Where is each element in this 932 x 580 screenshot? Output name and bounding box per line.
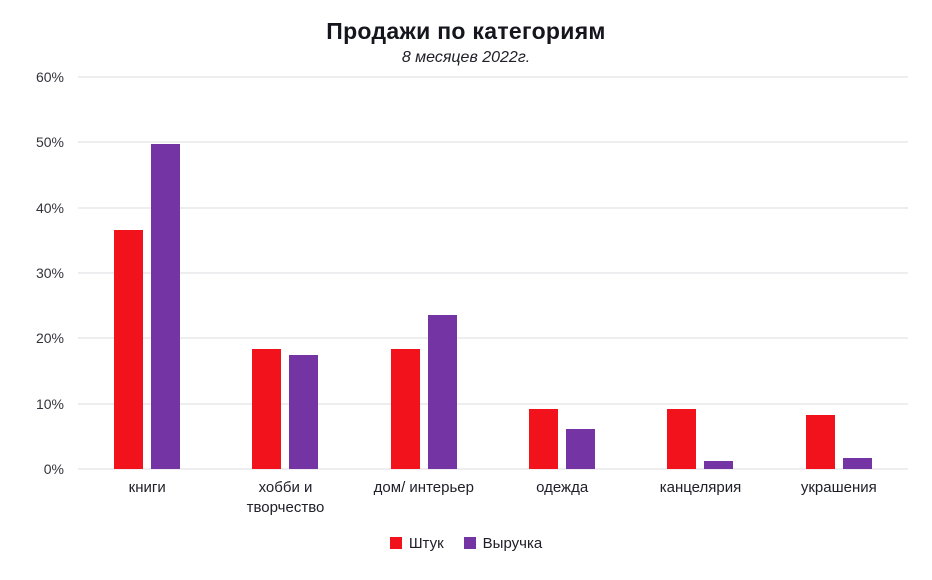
chart-subtitle: 8 месяцев 2022г.: [401, 49, 531, 66]
x-axis: книги хобби и творчество дом/ интерьер одеж…: [78, 478, 908, 519]
bar-group: [78, 77, 216, 469]
x-tick-label: книги: [128, 479, 166, 496]
y-tick-label: 40%: [35, 199, 64, 216]
legend-label: Штук: [408, 534, 444, 552]
bar-Штук: [252, 349, 282, 469]
gridline: [78, 207, 908, 209]
legend: Штук Выручка: [0, 535, 932, 552]
x-tick-label: одежда: [536, 479, 589, 496]
legend-label: Выручка: [482, 534, 543, 552]
bar-Штук: [529, 408, 559, 469]
y-tick-label: 60%: [35, 69, 64, 85]
bar-Штук: [114, 229, 144, 469]
bar-Выручка: [289, 355, 319, 469]
bar-Штук: [805, 415, 835, 469]
gridlines: [78, 76, 908, 470]
y-tick-label: 50%: [35, 134, 64, 151]
legend-item: Выручка: [463, 534, 543, 552]
bar-Выручка: [427, 314, 457, 469]
bar-Выручка: [704, 461, 734, 469]
legend-swatch: [389, 537, 402, 549]
plot-row: 0% 10% 20% 30% 40% 50% 60%: [0, 69, 932, 477]
bar-group: [770, 77, 908, 469]
gridline: [78, 76, 908, 78]
plot-area: [78, 76, 908, 470]
gridline: [78, 468, 908, 470]
y-tick-label: 10%: [35, 395, 64, 412]
bar-group: [216, 77, 354, 469]
y-axis: 0% 10% 20% 30% 40% 50% 60%: [0, 69, 78, 477]
x-tick-label: хобби и творчество: [246, 479, 325, 517]
bar-group: [493, 77, 631, 469]
gridline: [78, 141, 908, 143]
gridline: [78, 337, 908, 339]
bar-groups: [78, 77, 908, 469]
chart-title: Продажи по категориям: [326, 18, 606, 44]
bar-Выручка: [842, 457, 872, 469]
x-tick-label: украшения: [800, 479, 877, 496]
bar-Выручка: [151, 143, 181, 469]
y-tick-label: 20%: [35, 330, 64, 347]
gridline: [78, 272, 908, 274]
y-tick-label: 30%: [35, 265, 64, 281]
x-tick-label: канцелярия: [659, 479, 742, 496]
x-tick-label: дом/ интерьер: [373, 479, 474, 496]
y-tick-label: 0%: [43, 461, 64, 477]
legend-item: Штук: [389, 534, 444, 552]
legend-swatch: [463, 537, 476, 549]
gridline: [78, 403, 908, 405]
bar-Выручка: [566, 428, 596, 469]
bar-Штук: [667, 408, 697, 469]
bar-Штук: [390, 349, 420, 469]
bar-chart: 0% 10% 20% 30% 40% 50% 60% книги хобби и творче…: [0, 69, 932, 552]
bar-group: [355, 77, 493, 469]
bar-group: [631, 77, 769, 469]
